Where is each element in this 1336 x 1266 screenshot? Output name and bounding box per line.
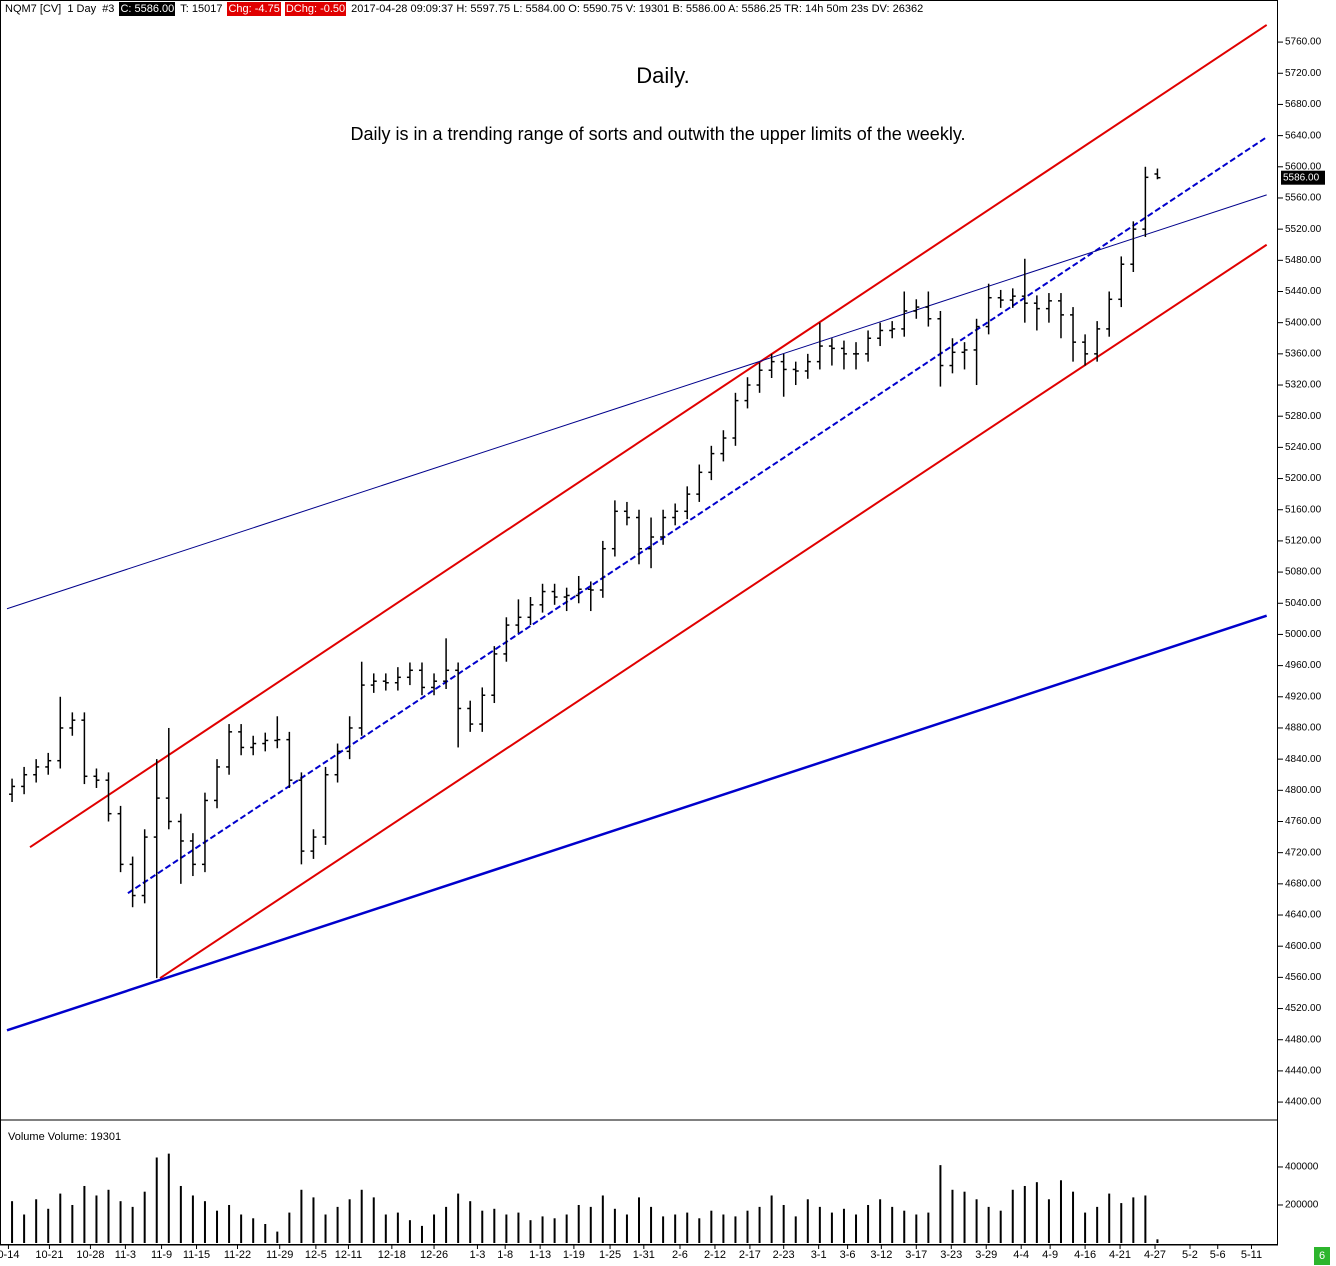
y-tick-label: 5480.00 bbox=[1285, 255, 1322, 266]
y-tick-label: 4920.00 bbox=[1285, 691, 1322, 702]
header-field: T: 15017 bbox=[180, 3, 223, 15]
y-tick-label: 4600.00 bbox=[1285, 941, 1322, 952]
x-tick-label: 3-23 bbox=[940, 1249, 962, 1261]
x-tick-label: 11-9 bbox=[151, 1249, 172, 1261]
header-field: Chg: -4.75 bbox=[227, 2, 281, 16]
x-tick-label: 1-19 bbox=[563, 1249, 585, 1261]
x-tick-label: 3-17 bbox=[905, 1249, 927, 1261]
y-tick-label: 5560.00 bbox=[1285, 193, 1322, 204]
x-tick-label: 11-29 bbox=[266, 1249, 293, 1261]
x-tick-label: 11-3 bbox=[115, 1249, 136, 1261]
x-tick-label: 3-1 bbox=[811, 1249, 827, 1261]
y-tick-label: 4880.00 bbox=[1285, 723, 1322, 734]
y-tick-label: 5200.00 bbox=[1285, 473, 1322, 484]
y-tick-label: 5760.00 bbox=[1285, 37, 1322, 48]
y-tick-label: 4800.00 bbox=[1285, 785, 1322, 796]
chart-title: Daily. bbox=[636, 63, 689, 88]
x-tick-label: 1-8 bbox=[497, 1249, 513, 1261]
x-tick-label: 12-26 bbox=[420, 1249, 448, 1261]
chart-subtitle: Daily is in a trending range of sorts an… bbox=[351, 124, 966, 144]
x-tick-label: 5-11 bbox=[1241, 1249, 1262, 1261]
header-field: C: 5586.00 bbox=[119, 2, 176, 16]
x-tick-label: 1-25 bbox=[599, 1249, 621, 1261]
x-tick-label: 3-6 bbox=[840, 1249, 856, 1261]
y-tick-label: 5680.00 bbox=[1285, 99, 1322, 110]
y-tick-label: 4680.00 bbox=[1285, 878, 1322, 889]
x-tick-label: 1-31 bbox=[633, 1249, 655, 1261]
x-tick-label: 2-23 bbox=[773, 1249, 795, 1261]
x-tick-label: 1-3 bbox=[469, 1249, 485, 1261]
y-tick-label: 5160.00 bbox=[1285, 504, 1322, 515]
x-tick-label: 4-21 bbox=[1109, 1249, 1131, 1261]
y-tick-label: 5040.00 bbox=[1285, 598, 1322, 609]
x-tick-label: 1-13 bbox=[529, 1249, 551, 1261]
last-price-label: 5586.00 bbox=[1283, 172, 1320, 183]
x-tick-label: 12-18 bbox=[378, 1249, 406, 1261]
badge-box bbox=[1314, 1247, 1330, 1265]
y-tick-label: 4640.00 bbox=[1285, 910, 1322, 921]
x-tick-label: 3-12 bbox=[870, 1249, 892, 1261]
header: NQM7 [CV] 1 Day #3 C: 5586.00 T: 15017 Chg:… bbox=[4, 2, 924, 16]
x-tick-label: 2-12 bbox=[704, 1249, 726, 1261]
volume-tick-label: 400000 bbox=[1285, 1162, 1319, 1173]
x-tick-label: 5-2 bbox=[1182, 1249, 1198, 1261]
y-tick-label: 5720.00 bbox=[1285, 68, 1322, 79]
trendline bbox=[159, 243, 1268, 979]
y-tick-label: 5120.00 bbox=[1285, 536, 1322, 547]
y-tick-label: 4840.00 bbox=[1285, 754, 1322, 765]
y-tick-label: 4720.00 bbox=[1285, 847, 1322, 858]
trendline bbox=[6, 614, 1268, 1032]
x-tick-label: 10-28 bbox=[76, 1249, 104, 1261]
x-tick-label: 12-11 bbox=[335, 1249, 362, 1261]
x-tick-label: 2-6 bbox=[672, 1249, 688, 1261]
y-tick-label: 4480.00 bbox=[1285, 1034, 1322, 1045]
badge: 6 bbox=[1319, 1250, 1325, 1262]
trendline bbox=[127, 136, 1268, 895]
x-tick-label: 4-9 bbox=[1042, 1249, 1058, 1261]
x-tick-label: 11-22 bbox=[224, 1249, 251, 1261]
x-tick-label: 11-15 bbox=[183, 1249, 210, 1261]
header-field: DChg: -0.50 bbox=[284, 2, 347, 16]
y-tick-label: 5600.00 bbox=[1285, 161, 1322, 172]
trendline bbox=[29, 24, 1268, 849]
x-tick-label: 2-17 bbox=[739, 1249, 761, 1261]
x-tick-label: 12-5 bbox=[305, 1249, 327, 1261]
x-tick-label: 4-16 bbox=[1074, 1249, 1096, 1261]
trendline bbox=[6, 194, 1267, 610]
y-tick-label: 5000.00 bbox=[1285, 629, 1322, 640]
volume-title: Volume Volume: 19301 bbox=[8, 1131, 121, 1143]
y-tick-label: 5440.00 bbox=[1285, 286, 1322, 297]
x-tick-label: 4-4 bbox=[1013, 1249, 1029, 1261]
plot-frame bbox=[0, 0, 1278, 1245]
y-tick-label: 4760.00 bbox=[1285, 816, 1322, 827]
y-tick-label: 5240.00 bbox=[1285, 442, 1322, 453]
x-tick-label: 4-27 bbox=[1144, 1249, 1166, 1261]
last-price-box bbox=[1281, 170, 1325, 185]
y-tick-label: 5360.00 bbox=[1285, 348, 1322, 359]
y-tick-label: 4960.00 bbox=[1285, 660, 1322, 671]
header-field: 2017-04-28 09:09:37 H: 5597.75 L: 5584.0… bbox=[351, 3, 924, 15]
y-tick-label: 5640.00 bbox=[1285, 130, 1322, 141]
y-tick-label: 5320.00 bbox=[1285, 380, 1322, 391]
y-tick-label: 5280.00 bbox=[1285, 411, 1322, 422]
x-tick-label: 0-14 bbox=[0, 1249, 19, 1261]
y-tick-label: 4560.00 bbox=[1285, 972, 1322, 983]
y-tick-label: 4520.00 bbox=[1285, 1003, 1322, 1014]
y-tick-label: 4440.00 bbox=[1285, 1066, 1322, 1077]
y-tick-label: 4400.00 bbox=[1285, 1097, 1322, 1108]
header-field: NQM7 [CV] 1 Day #3 bbox=[5, 3, 115, 15]
y-tick-label: 5080.00 bbox=[1285, 567, 1322, 578]
volume-tick-label: 200000 bbox=[1285, 1200, 1319, 1211]
x-tick-label: 10-21 bbox=[35, 1249, 63, 1261]
y-tick-label: 5520.00 bbox=[1285, 224, 1322, 235]
x-tick-label: 3-29 bbox=[975, 1249, 997, 1261]
y-tick-label: 5400.00 bbox=[1285, 317, 1322, 328]
x-tick-label: 5-6 bbox=[1210, 1249, 1226, 1261]
